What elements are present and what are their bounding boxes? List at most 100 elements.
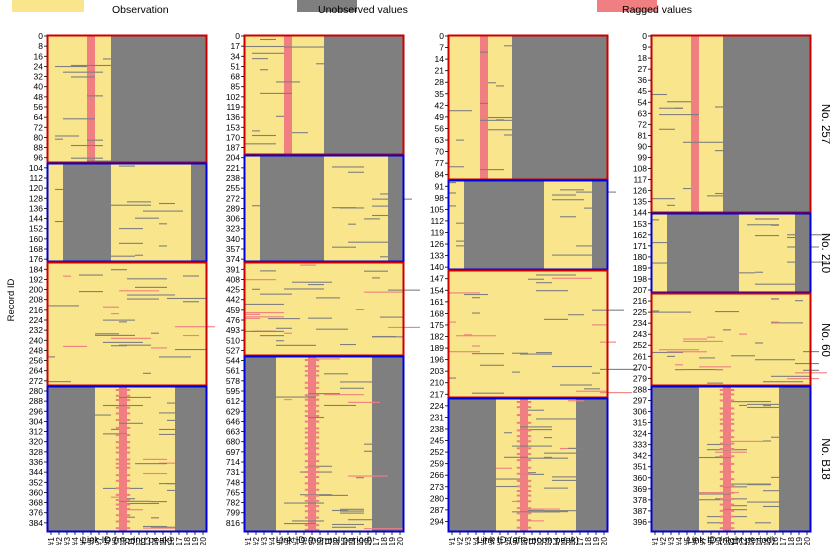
unobserved-cell-link-5 xyxy=(276,155,285,262)
observation-cell-link-18 xyxy=(787,293,796,386)
missing-record-mark xyxy=(747,406,779,409)
unobserved-cell-link-12 xyxy=(739,35,748,213)
missing-record-mark xyxy=(512,445,552,447)
ragged-record-mark xyxy=(111,313,119,315)
x-tick-label: #10 xyxy=(722,537,732,545)
ragged-record-mark xyxy=(707,336,715,338)
missing-record-mark xyxy=(568,314,584,316)
observation-cell-link-11 xyxy=(528,398,537,532)
x-tick-label: #7 xyxy=(698,537,708,545)
missing-record-mark xyxy=(292,281,332,283)
observation-cell-link-3 xyxy=(464,270,473,398)
missing-record-mark xyxy=(276,115,284,117)
ragged-record-mark xyxy=(719,503,735,506)
unobserved-cell-link-9 xyxy=(512,180,521,270)
unobserved-cell-link-3 xyxy=(260,356,269,532)
missing-record-mark xyxy=(372,205,396,207)
ragged-record-mark xyxy=(715,369,723,371)
missing-record-mark xyxy=(552,476,576,478)
unobserved-cell-link-6 xyxy=(488,180,497,270)
missing-record-mark xyxy=(55,65,87,68)
ragged-record-mark xyxy=(739,333,747,335)
ragged-record-mark xyxy=(143,458,167,460)
x-tick-label: #6 xyxy=(86,537,96,545)
missing-record-mark xyxy=(119,396,151,398)
missing-record-mark xyxy=(332,523,364,526)
x-tick-label: #19 xyxy=(190,537,200,545)
ragged-record-mark xyxy=(516,440,532,443)
unobserved-cell-link-18 xyxy=(584,35,593,180)
x-tick-label: #5 xyxy=(682,537,692,545)
ragged-record-mark xyxy=(115,474,131,477)
y-tick-label: 42 xyxy=(435,100,445,110)
missing-record-mark xyxy=(87,95,103,97)
missing-record-mark xyxy=(87,139,103,141)
unobserved-cell-link-19 xyxy=(191,386,200,532)
missing-record-mark xyxy=(448,205,456,207)
y-tick-label: 221 xyxy=(226,163,240,173)
missing-record-mark xyxy=(699,357,715,359)
y-tick-label: 816 xyxy=(226,518,240,528)
y-tick-label: 104 xyxy=(29,163,43,173)
ragged-record-mark xyxy=(115,458,131,461)
missing-record-mark xyxy=(364,270,388,272)
missing-record-mark xyxy=(707,195,739,197)
missing-record-mark xyxy=(284,523,316,525)
x-tick-label: #5 xyxy=(275,537,285,545)
observation-cell-link-1 xyxy=(47,163,56,262)
observation-cell-link-11 xyxy=(324,356,333,532)
observation-cell-link-2 xyxy=(456,35,465,180)
observation-cell-link-2 xyxy=(659,293,668,386)
unobserved-cell-link-19 xyxy=(388,35,397,155)
y-tick-label: 153 xyxy=(633,219,647,229)
missing-record-mark xyxy=(119,321,127,323)
ragged-cell-link-6 xyxy=(284,35,293,155)
unobserved-cell-link-3 xyxy=(464,180,473,270)
ragged-record-mark xyxy=(675,364,683,366)
observation-cell-link-18 xyxy=(584,180,593,270)
missing-record-mark xyxy=(544,510,584,512)
observation-cell-link-8 xyxy=(300,262,309,356)
missing-record-mark xyxy=(252,130,260,132)
missing-record-mark xyxy=(584,388,600,390)
missing-record-mark xyxy=(340,381,380,383)
missing-record-mark xyxy=(244,45,284,48)
observation-cell-link-7 xyxy=(292,356,301,532)
missing-record-mark xyxy=(364,450,404,452)
x-tick-label: #13 xyxy=(746,537,756,545)
observation-cell-link-10 xyxy=(316,262,325,356)
y-tick-label: 225 xyxy=(633,307,647,317)
missing-record-mark xyxy=(151,501,167,503)
y-tick-label: 396 xyxy=(633,517,647,527)
ragged-record-mark xyxy=(448,292,480,294)
x-tick-label: #1 xyxy=(650,537,660,545)
observation-cell-link-18 xyxy=(787,213,796,293)
ragged-record-mark xyxy=(244,317,260,319)
missing-record-mark xyxy=(244,143,276,145)
y-tick-label: 408 xyxy=(226,274,240,284)
missing-record-mark xyxy=(683,141,723,143)
y-tick-label: 84 xyxy=(435,170,445,180)
observation-cell-link-16 xyxy=(167,262,176,386)
missing-record-mark xyxy=(520,429,552,431)
unobserved-cell-link-6 xyxy=(87,163,96,262)
unobserved-cell-link-11 xyxy=(528,35,537,180)
ragged-record-mark xyxy=(348,475,388,477)
missing-record-mark xyxy=(472,392,504,394)
missing-record-mark xyxy=(135,286,167,288)
missing-record-mark xyxy=(763,405,771,407)
y-tick-label: 36 xyxy=(638,75,648,85)
missing-record-mark xyxy=(488,129,528,131)
y-tick-label: 288 xyxy=(633,384,647,394)
y-tick-label: 344 xyxy=(29,467,43,477)
observation-cell-link-11 xyxy=(127,262,136,386)
x-tick-label: #19 xyxy=(591,537,601,545)
missing-record-mark xyxy=(456,139,464,141)
x-tick-label: #11 xyxy=(126,537,136,545)
missing-record-mark xyxy=(167,297,207,300)
missing-record-mark xyxy=(512,371,520,373)
ragged-record-mark xyxy=(719,399,735,402)
missing-record-mark xyxy=(324,373,348,375)
y-tick-label: 51 xyxy=(231,61,241,71)
